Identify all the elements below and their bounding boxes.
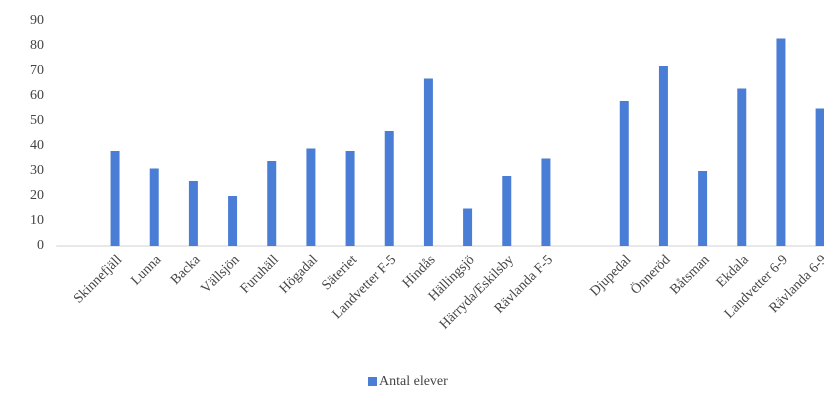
bar bbox=[384, 131, 394, 246]
x-tick-label: Lunna bbox=[128, 252, 164, 288]
x-tick-label: Båtsman bbox=[667, 252, 712, 297]
bar bbox=[815, 108, 824, 246]
bar bbox=[541, 158, 551, 246]
x-tick-label: Djupedal bbox=[587, 252, 634, 299]
bar bbox=[737, 88, 747, 246]
bar bbox=[345, 151, 355, 246]
x-tick-label: Vällsjön bbox=[199, 252, 243, 296]
x-tick-label: Önneröd bbox=[627, 251, 674, 298]
bar bbox=[149, 168, 159, 246]
y-tick-label: 80 bbox=[30, 38, 44, 53]
bar bbox=[228, 196, 238, 246]
bar bbox=[423, 78, 433, 246]
x-tick-label: Skinnefjäll bbox=[71, 252, 125, 306]
x-tick-label: Högadal bbox=[277, 252, 321, 296]
bar bbox=[658, 66, 668, 246]
bar bbox=[619, 101, 629, 246]
y-tick-label: 20 bbox=[30, 188, 44, 203]
bar bbox=[267, 161, 277, 246]
y-tick-label: 40 bbox=[30, 138, 44, 153]
x-tick-label: Ekdala bbox=[714, 252, 753, 291]
legend-label: Antal elever bbox=[379, 374, 448, 389]
y-tick-label: 60 bbox=[30, 88, 44, 103]
y-tick-label: 30 bbox=[30, 163, 44, 178]
bar bbox=[110, 151, 120, 246]
y-tick-label: 70 bbox=[30, 63, 44, 78]
x-tick-label: Furuhäll bbox=[238, 252, 282, 296]
y-tick-label: 0 bbox=[37, 238, 44, 253]
legend-swatch bbox=[368, 377, 377, 386]
x-tick-label: Backa bbox=[168, 252, 204, 288]
bar bbox=[306, 148, 316, 246]
y-tick-label: 10 bbox=[30, 213, 44, 228]
bar bbox=[463, 208, 473, 246]
bar bbox=[776, 38, 786, 246]
bar bbox=[502, 176, 512, 246]
bar bbox=[188, 181, 198, 246]
x-tick-label: Hindås bbox=[400, 252, 439, 291]
y-tick-label: 90 bbox=[30, 13, 44, 28]
bar bbox=[698, 171, 708, 246]
y-tick-label: 50 bbox=[30, 113, 44, 128]
